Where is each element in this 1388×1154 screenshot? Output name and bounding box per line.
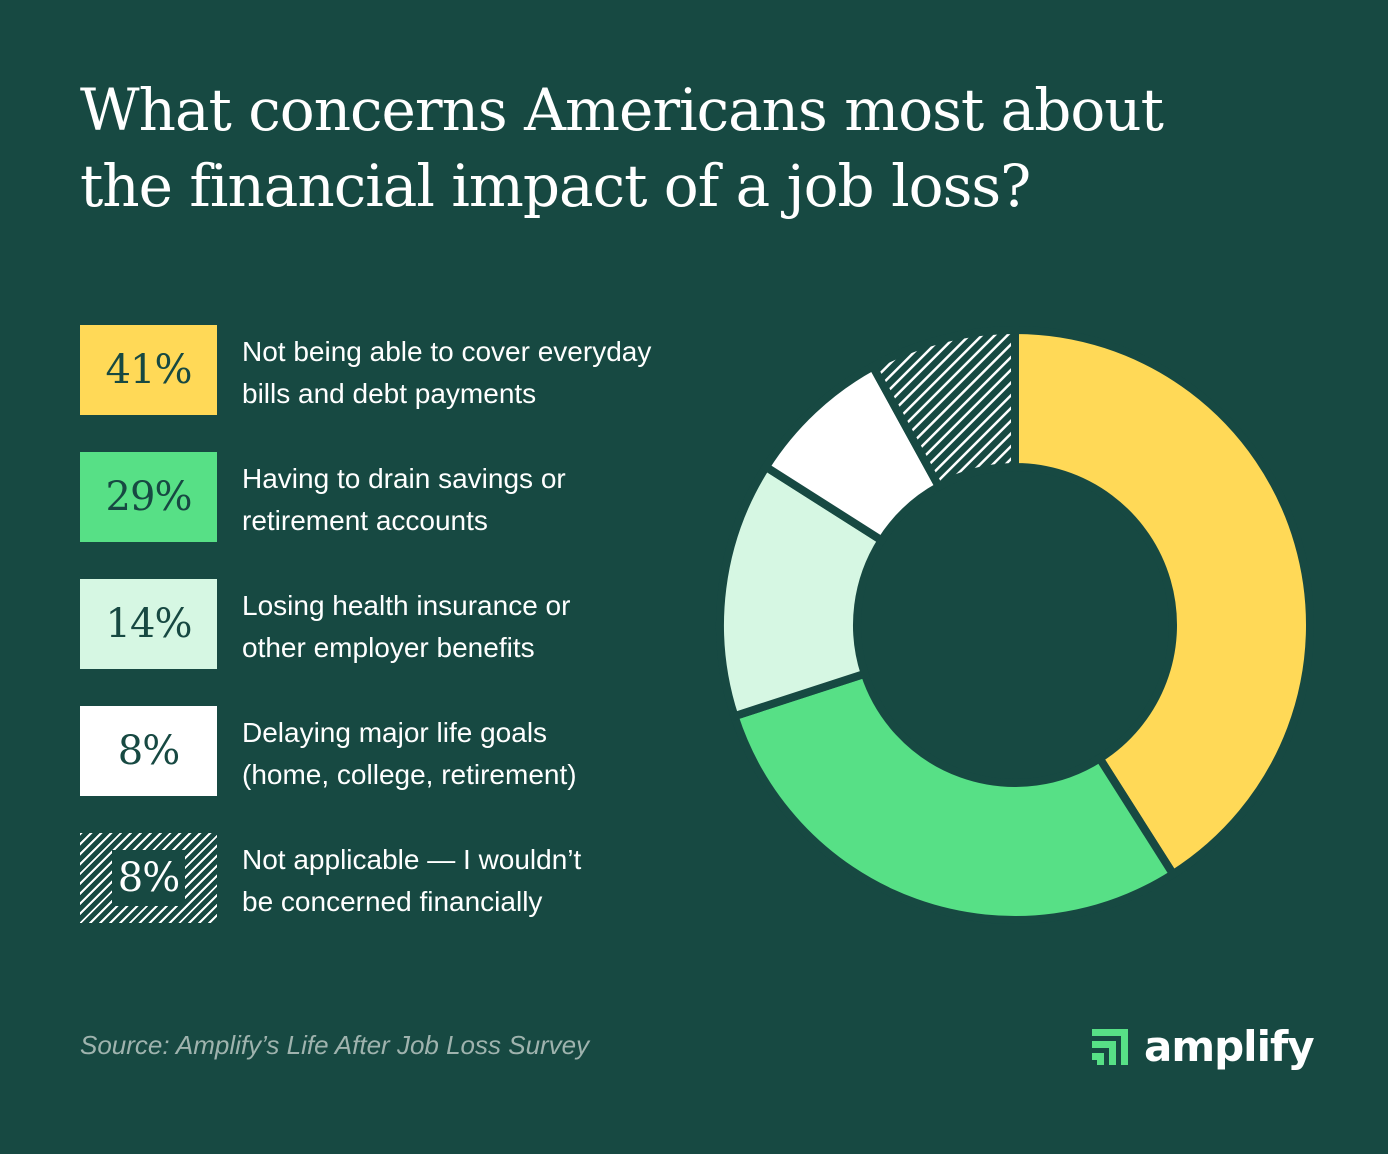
title-line-1: What concerns Americans most about: [80, 76, 1164, 144]
legend-label-health: Losing health insurance or other employe…: [242, 585, 722, 669]
source-note: Source: Amplify’s Life After Job Loss Su…: [80, 1030, 590, 1060]
legend-pct-savings: 29%: [105, 474, 193, 520]
legend-label-savings-line1: Having to drain savings or: [242, 463, 566, 494]
legend-swatch-goals: 8%: [80, 706, 217, 796]
amplify-logo-text: amplify: [1144, 1022, 1315, 1071]
legend-swatch-health: 14%: [80, 579, 217, 669]
legend-label-goals-line2: (home, college, retirement): [242, 759, 577, 790]
legend-label-goals: Delaying major life goals (home, college…: [242, 712, 722, 796]
legend-pct-goals: 8%: [117, 728, 180, 774]
legend-label-bills-line1: Not being able to cover everyday: [242, 336, 652, 367]
legend-item-bills: 41% Not being able to cover everyday bil…: [80, 325, 720, 415]
amplify-logo: amplify: [1088, 1022, 1315, 1071]
legend-label-savings-line2: retirement accounts: [242, 505, 488, 536]
legend-label-not-applicable: Not applicable — I wouldn’t be concerned…: [242, 839, 722, 923]
slice-savings: [729, 668, 1179, 924]
legend-label-not-applicable-line2: be concerned financially: [242, 886, 543, 917]
donut-chart: [716, 325, 1314, 924]
title-line-2: the financial impact of a job loss?: [80, 152, 1031, 220]
legend-label-health-line2: other employer benefits: [242, 632, 535, 663]
legend-label-not-applicable-line1: Not applicable — I wouldn’t: [242, 844, 582, 875]
legend-item-not-applicable: 8% Not applicable — I wouldn’t be concer…: [80, 833, 720, 923]
legend-pct-bills: 41%: [105, 347, 193, 393]
legend-label-savings: Having to drain savings or retirement ac…: [242, 458, 722, 542]
legend-item-savings: 29% Having to drain savings or retiremen…: [80, 452, 720, 542]
legend-label-bills: Not being able to cover everyday bills a…: [242, 331, 722, 415]
slice-not-applicable: [867, 325, 1019, 492]
legend-swatch-savings: 29%: [80, 452, 217, 542]
legend-pct-not-applicable: 8%: [111, 850, 186, 906]
legend-pct-health: 14%: [105, 601, 193, 647]
legend-label-health-line1: Losing health insurance or: [242, 590, 571, 621]
legend-item-goals: 8% Delaying major life goals (home, coll…: [80, 706, 720, 796]
legend-label-bills-line2: bills and debt payments: [242, 378, 537, 409]
legend-swatch-not-applicable: 8%: [80, 833, 217, 923]
legend-item-health: 14% Losing health insurance or other emp…: [80, 579, 720, 669]
amplify-logo-icon: [1092, 1028, 1128, 1065]
legend-swatch-bills: 41%: [80, 325, 217, 415]
slice-bills: [1011, 325, 1314, 880]
chart-title: What concerns Americans most about the f…: [80, 72, 1280, 224]
slice-health: [716, 461, 888, 722]
legend-label-goals-line1: Delaying major life goals: [242, 717, 548, 748]
